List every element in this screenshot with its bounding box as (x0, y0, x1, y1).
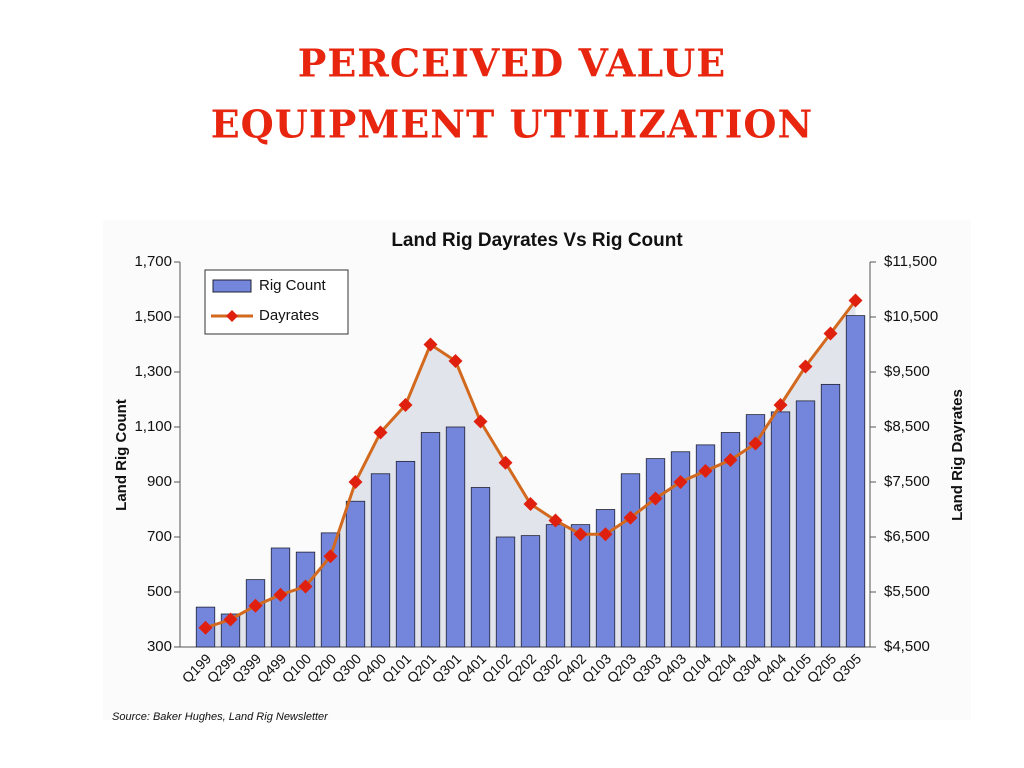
y2-tick-label: $7,500 (884, 473, 930, 490)
legend-swatch (212, 279, 252, 293)
bar (395, 460, 416, 648)
line-marker (623, 510, 638, 525)
bar (520, 535, 541, 648)
bar (695, 444, 716, 648)
bar (570, 524, 591, 648)
line-marker (573, 527, 588, 542)
line-marker (773, 398, 788, 412)
bar (620, 473, 641, 648)
bar (495, 536, 516, 648)
bar (820, 383, 841, 648)
y2-tick-label: $6,500 (884, 528, 930, 545)
bar (795, 400, 816, 648)
y-tick-label: 1,100 (134, 418, 172, 435)
line-marker (248, 598, 263, 613)
line-marker (473, 414, 488, 429)
line-marker (273, 587, 288, 602)
line-area (205, 300, 856, 647)
source-note: Source: Baker Hughes, Land Rig Newslette… (112, 711, 329, 723)
bar (745, 414, 766, 648)
y-tick-label: 1,700 (134, 253, 172, 270)
y-tick-label: 700 (147, 528, 172, 545)
line-marker (348, 475, 363, 489)
bar (420, 432, 441, 648)
bar (595, 509, 616, 648)
y-tick-label: 300 (147, 638, 172, 655)
line-marker (523, 497, 538, 511)
y-tick-label: 1,500 (134, 308, 172, 325)
bar (345, 500, 366, 648)
legend-label: Rig Count (259, 277, 327, 294)
line-marker (823, 326, 838, 341)
line-marker (723, 453, 738, 467)
y2-tick-label: $5,500 (884, 583, 930, 600)
y2-tick-label: $4,500 (884, 638, 930, 655)
line-marker (798, 359, 813, 374)
slide-title-line: EQUIPMENT UTILIZATION (211, 102, 814, 147)
y2-axis-label: Land Rig Dayrates (949, 389, 966, 521)
line-marker (748, 436, 763, 451)
bar (370, 473, 391, 648)
line-marker (673, 475, 688, 489)
line-marker (398, 398, 413, 412)
line-marker (223, 612, 238, 627)
y2-tick-label: $8,500 (884, 418, 930, 435)
bar (670, 451, 691, 648)
line-marker (648, 491, 663, 506)
bar (470, 487, 491, 648)
bar (295, 551, 316, 648)
y2-tick-label: $10,500 (884, 308, 938, 325)
line-marker (423, 337, 438, 352)
y-tick-label: 500 (147, 583, 172, 600)
y2-tick-label: $9,500 (884, 363, 930, 380)
line-marker (598, 527, 613, 542)
line-marker (848, 293, 863, 308)
bar (245, 579, 266, 648)
y-tick-label: 1,300 (134, 363, 172, 380)
bar (770, 411, 791, 648)
y2-tick-label: $11,500 (884, 253, 937, 270)
line-marker (298, 579, 313, 594)
line-marker (448, 354, 463, 368)
bar (445, 426, 466, 648)
line-marker (498, 455, 513, 470)
y-axis-label: Land Rig Count (113, 399, 130, 511)
slide-title-line: PERCEIVED VALUE (298, 41, 727, 86)
line-marker (323, 549, 338, 564)
legend-label: Dayrates (259, 307, 319, 324)
line-marker (548, 513, 563, 528)
line-marker (373, 425, 388, 440)
legend-marker (226, 310, 238, 322)
y-tick-label: 900 (147, 473, 172, 490)
line-marker (698, 464, 713, 478)
line-marker (198, 620, 213, 635)
bar (645, 458, 666, 648)
bar (720, 432, 741, 648)
bar (845, 315, 866, 648)
chart-title: Land Rig Dayrates Vs Rig Count (391, 230, 683, 251)
bar (545, 524, 566, 648)
